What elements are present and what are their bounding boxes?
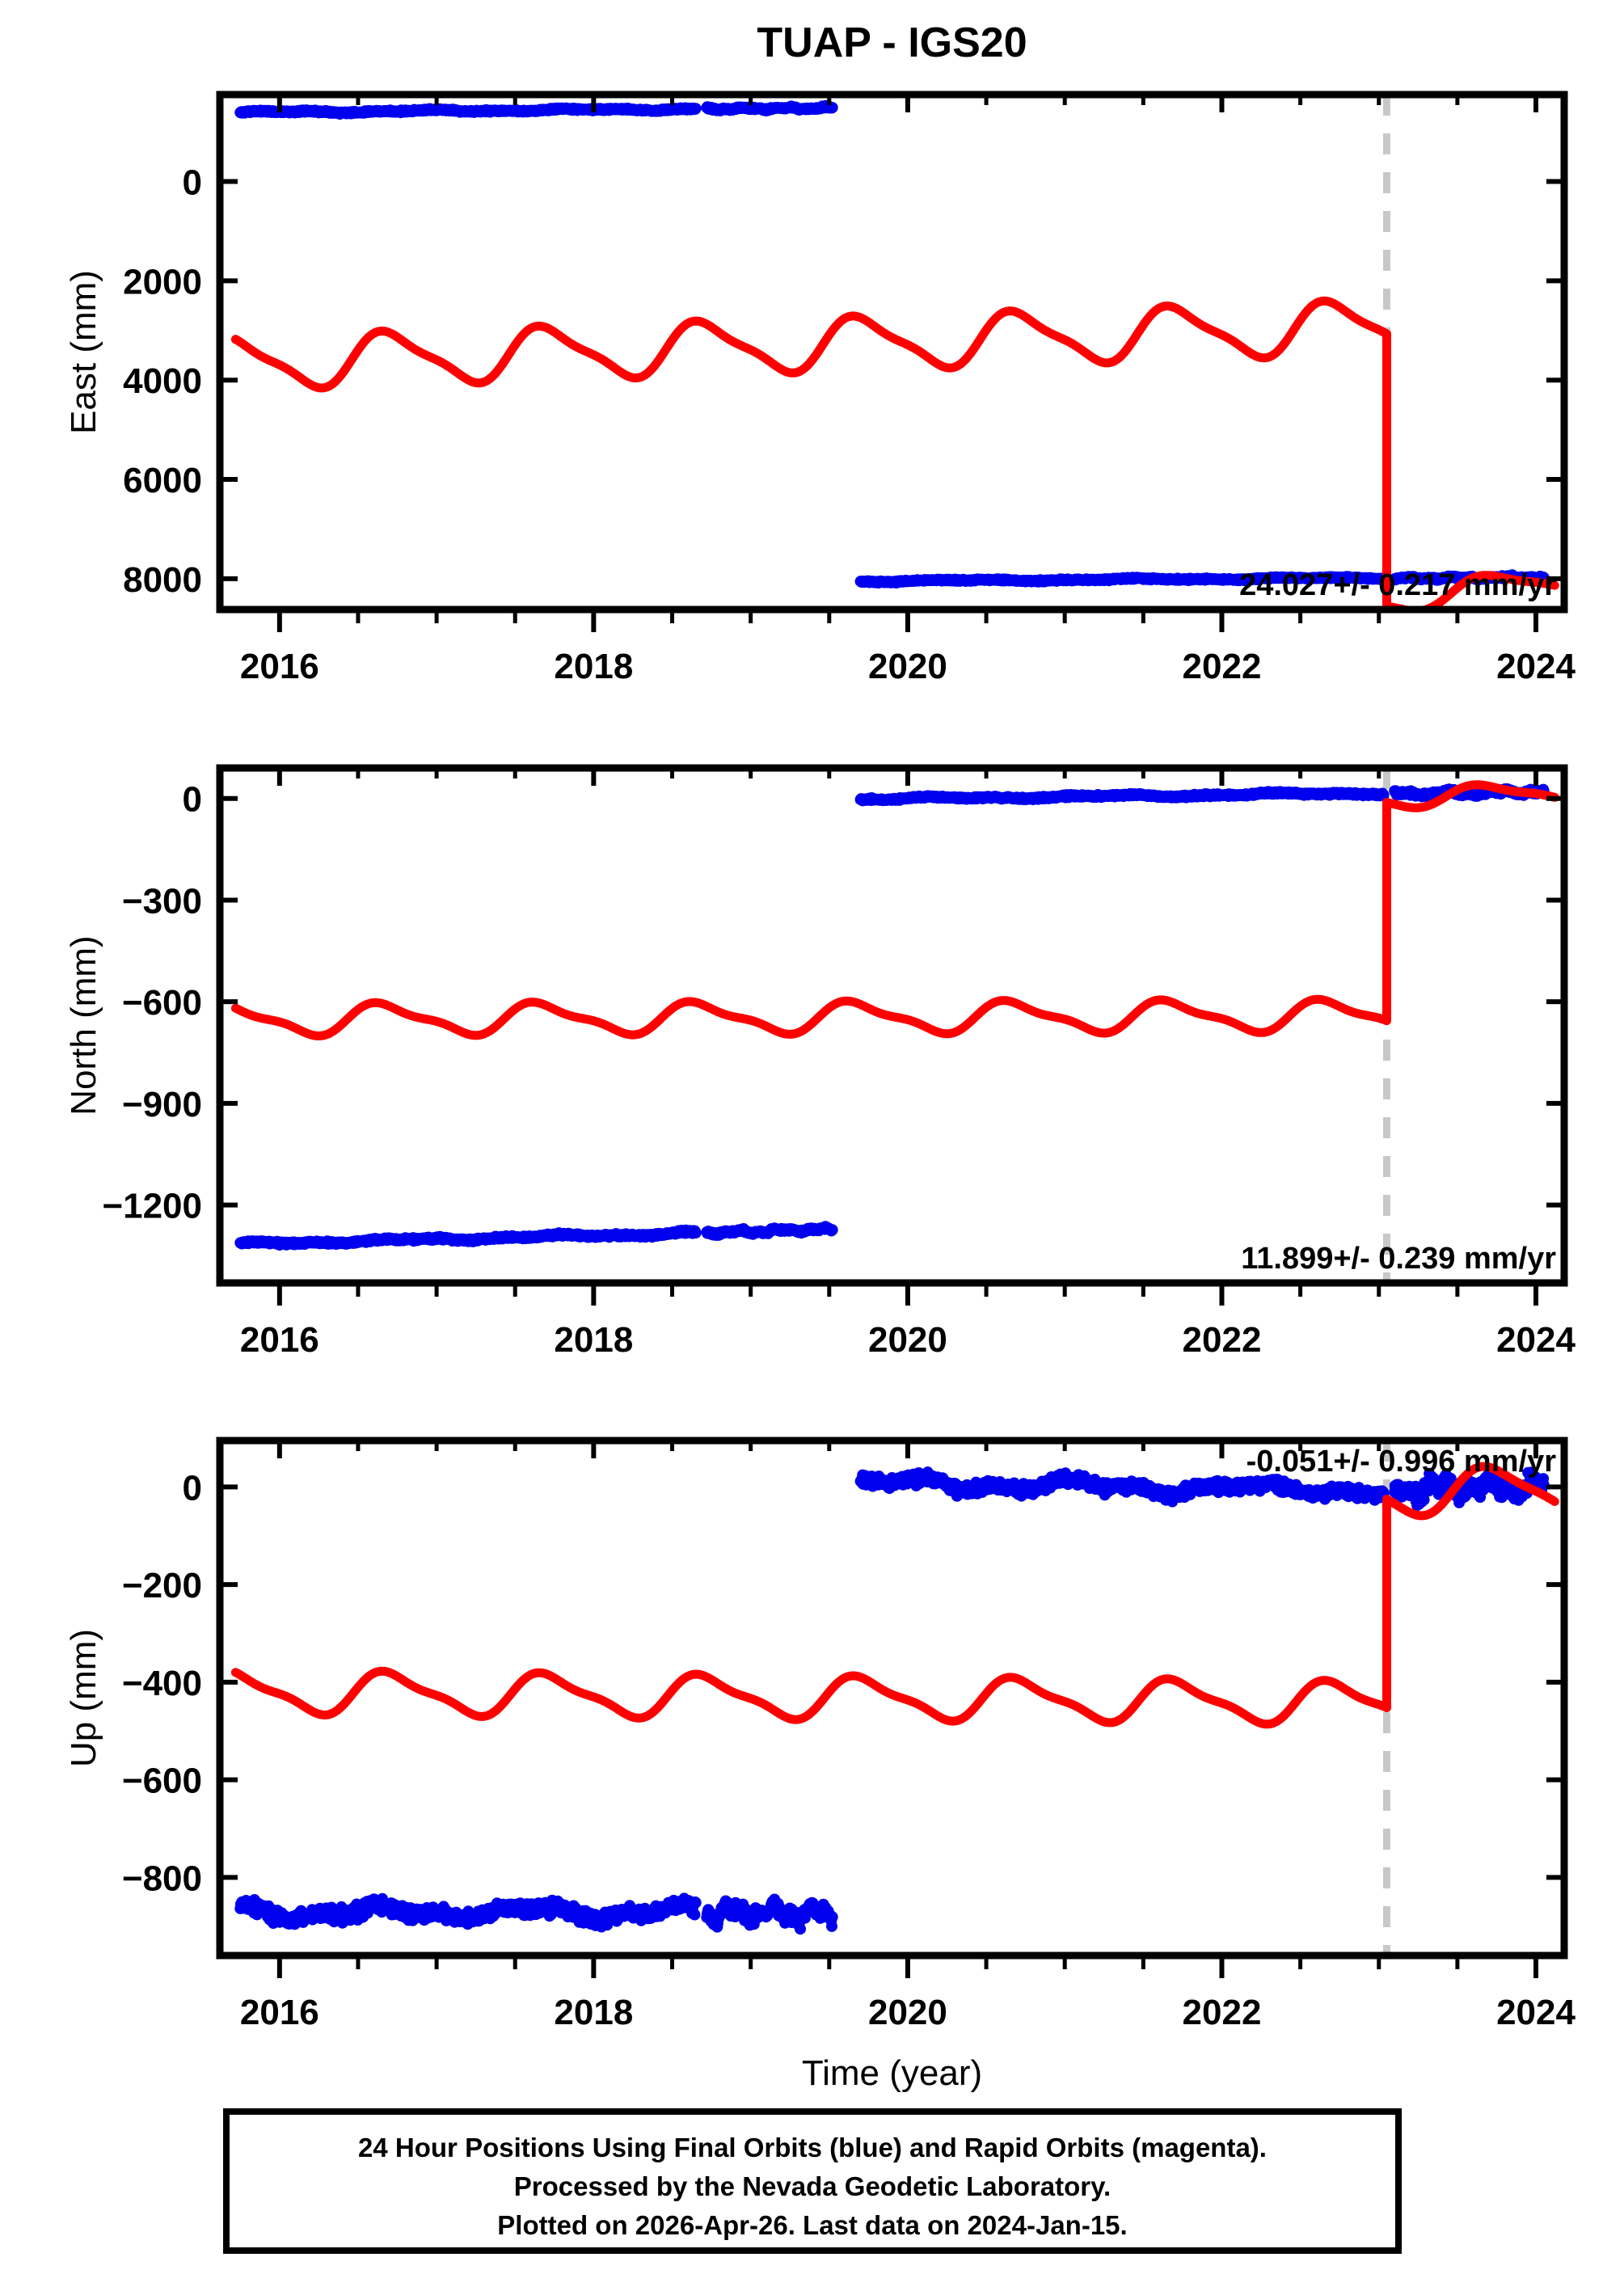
data-point — [826, 1224, 838, 1236]
rate-annotation-east: 24.027+/- 0.217 mm/yr — [1239, 568, 1556, 602]
plot-frame-east — [216, 91, 1568, 614]
x-tick-label: 2016 — [240, 647, 319, 686]
panel-data-east — [230, 95, 1559, 610]
y-tick-label: 8000 — [123, 560, 202, 600]
x-tick-label: 2022 — [1183, 1320, 1262, 1360]
x-tick-label: 2016 — [240, 1320, 319, 1360]
panel-north: 0 −300 −600 −900 −1200 2016 2018 2020 2022 2024 No… — [64, 764, 1575, 1360]
model-curve-post-event-north — [1382, 780, 1559, 812]
data-point — [1377, 789, 1390, 801]
x-tick-label: 2024 — [1496, 647, 1575, 686]
y-tick-label: −900 — [122, 1085, 202, 1124]
y-tick-label: 6000 — [123, 461, 202, 500]
x-tick-label: 2022 — [1183, 647, 1262, 686]
panel-east: 8000 6000 4000 2000 0 2016 2018 2020 2022 2024 Eas… — [64, 91, 1575, 686]
y-axis-label: North (mm) — [64, 935, 103, 1115]
y-tick-label: 0 — [183, 162, 202, 202]
observation-points-east-0 — [234, 102, 702, 120]
x-tick-label: 2020 — [868, 647, 947, 686]
data-point — [690, 103, 702, 115]
panel-data-north — [230, 768, 1559, 1283]
y-tick-label: 2000 — [123, 262, 202, 302]
x-tick-label: 2018 — [554, 647, 633, 686]
chart-title: TUAP - IGS20 — [757, 19, 1027, 66]
model-curve-post-event-east — [1382, 571, 1559, 610]
data-point — [690, 1227, 702, 1238]
model-curve-pre-event-north — [230, 994, 1391, 1040]
panel-data-up — [230, 1441, 1559, 1956]
plot-frame-north — [216, 764, 1568, 1287]
observation-points-up-0 — [234, 1892, 702, 1933]
model-curve-pre-event-east — [230, 296, 1391, 393]
rate-annotation-north: 11.899+/- 0.239 mm/yr — [1241, 1242, 1556, 1276]
y-tick-label: 0 — [183, 780, 202, 820]
observation-points-north-0 — [234, 1224, 702, 1251]
observation-points-east-2 — [854, 571, 1390, 589]
observation-points-north-1 — [701, 1221, 838, 1241]
y-tick-label: 4000 — [123, 361, 202, 401]
y-axis-label: East (mm) — [64, 270, 103, 434]
observation-points-east-1 — [701, 99, 838, 117]
x-tick-label: 2020 — [868, 1320, 947, 1360]
observation-points-north-2 — [854, 786, 1390, 807]
y-tick-label: −300 — [122, 881, 202, 921]
y-tick-label: −1200 — [102, 1187, 202, 1226]
x-tick-label: 2024 — [1496, 1320, 1575, 1360]
x-tick-label: 2018 — [554, 1320, 633, 1360]
y-tick-label: −600 — [122, 983, 202, 1023]
